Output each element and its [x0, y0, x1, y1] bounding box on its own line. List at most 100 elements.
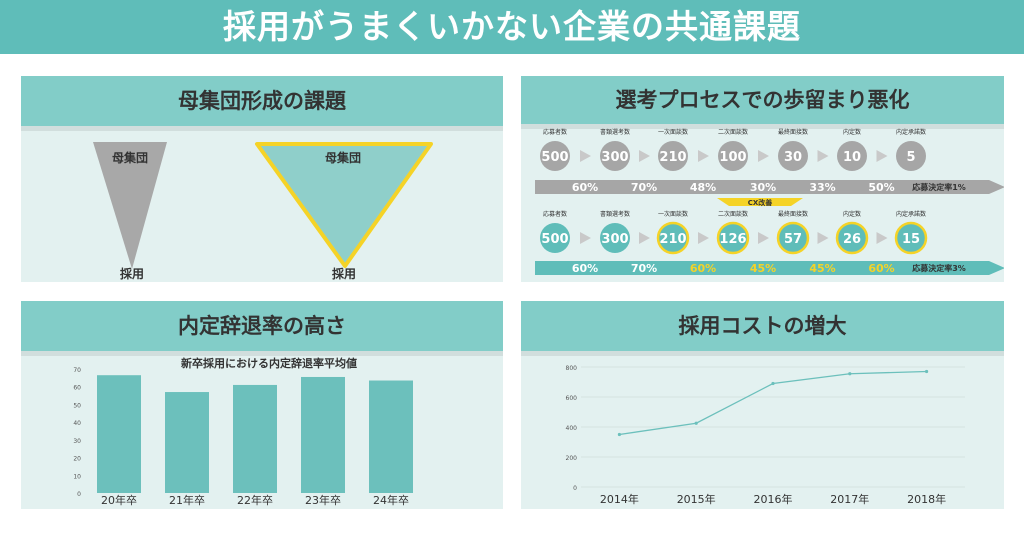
before-final-rate-label: 応募決定率1% — [912, 182, 966, 192]
before-rate-bar — [535, 180, 1004, 194]
after-stage-label: 応募者数 — [543, 210, 567, 218]
funnel-graphic: 母集団 採用 母集団 採用 — [93, 142, 433, 281]
bar-y-tick-label: 30 — [73, 438, 81, 445]
after-step-arrow — [876, 232, 888, 244]
before-stage-label: 書類選考数 — [600, 128, 630, 136]
after-stage-value: 57 — [784, 232, 802, 247]
before-stage-label: 二次面談数 — [718, 128, 748, 136]
bar-x-tick-label: 21年卒 — [169, 493, 205, 507]
before-step-arrow — [758, 150, 769, 162]
bar-y-tick-label: 50 — [73, 402, 81, 409]
after-conversion-rate: 70% — [631, 262, 657, 275]
line-y-tick-label: 400 — [566, 425, 578, 432]
cost-data-point — [771, 381, 775, 386]
after-stage-circle — [540, 223, 570, 253]
bar — [301, 376, 345, 493]
process-diagram: CX改善 応募者数 書類選考数 一次面談数 二次面談数 最終面接数 内定数 内定承諾数500… — [535, 128, 1004, 275]
decline-heading: 内定辞退率の高さ — [21, 301, 503, 351]
bar-y-tick-label: 20 — [73, 456, 81, 463]
bar-y-tick-label: 0 — [77, 491, 81, 498]
process-panel: 選考プロセスでの歩留まり悪化 CX改善 応募者数 書類選考数 一次面談数 二次面談数最… — [521, 76, 1004, 282]
cx-banner-shape — [717, 198, 803, 206]
cost-data-point — [848, 372, 852, 376]
line-y-tick-label: 800 — [566, 365, 578, 372]
bar-x-tick-label: 20年卒 — [101, 493, 137, 507]
before-stage-value: 5 — [906, 150, 915, 165]
after-conversion-rate: 45% — [750, 262, 776, 275]
after-stage-value: 126 — [719, 232, 746, 247]
after-conversion-rate: 45% — [809, 262, 835, 275]
before-step-arrow — [639, 150, 650, 162]
page-title: 採用がうまくいかない企業の共通課題 — [0, 0, 1024, 54]
after-stage-circle — [776, 221, 810, 255]
funnel-heading: 母集団形成の課題 — [21, 76, 503, 126]
before-stage-circle — [896, 141, 926, 171]
bar-x-tick-label: 24年卒 — [373, 493, 409, 507]
before-stage-label: 内定承諾数 — [896, 128, 926, 136]
decline-panel: 内定辞退率の高さ 新卒採用における内定辞退率平均値 0 10 20 30 40 50 60 7… — [21, 301, 503, 509]
before-conversion-rate: 33% — [809, 181, 835, 194]
cost-panel: 採用コストの増大 0 200 400 600 800 2014年 2015年 2016年 201… — [521, 301, 1004, 509]
bar — [369, 380, 413, 493]
before-conversion-rate: 50% — [868, 181, 894, 194]
process-heading: 選考プロセスでの歩留まり悪化 — [521, 76, 1004, 124]
bar — [165, 392, 209, 493]
cost-data-point — [694, 421, 698, 425]
after-stage-value: 15 — [902, 232, 920, 247]
line-y-tick-label: 200 — [566, 455, 578, 462]
cost-data-point — [617, 432, 621, 437]
after-stage-label: 二次面談数 — [718, 210, 748, 218]
after-conversion-rate: 60% — [868, 262, 894, 275]
before-stage-circle — [837, 141, 867, 171]
before-stage-label: 応募者数 — [543, 128, 567, 136]
decline-bar-chart: 新卒採用における内定辞退率平均値 0 10 20 30 40 50 60 70 20年卒 21年卒… — [73, 356, 413, 507]
after-stage-circle — [656, 221, 690, 255]
after-stage-circle — [894, 221, 928, 255]
bar-y-tick-label: 10 — [73, 473, 81, 480]
before-stage-circle — [658, 141, 688, 171]
before-stage-circle — [718, 141, 748, 171]
after-final-rate-label: 応募決定率3% — [912, 263, 966, 273]
before-conversion-rate: 60% — [572, 181, 598, 194]
bar-x-tick-label: 23年卒 — [305, 493, 341, 507]
after-stage-label: 内定数 — [843, 210, 861, 218]
before-stage-value: 210 — [659, 150, 686, 165]
before-stage-value: 300 — [601, 150, 628, 165]
before-step-arrow — [698, 150, 709, 162]
funnel-panel: 母集団形成の課題 母集団 採用 母集団 採用 — [21, 76, 503, 282]
bar-y-tick-label: 60 — [73, 385, 81, 392]
wide-funnel-shape — [255, 142, 433, 268]
after-stage-circle — [716, 221, 750, 255]
after-stage-value: 26 — [843, 232, 861, 247]
after-stage-label: 一次面談数 — [658, 210, 688, 218]
before-step-arrow — [817, 150, 829, 162]
bar-chart-title: 新卒採用における内定辞退率平均値 — [181, 356, 357, 370]
after-stage-value: 300 — [601, 232, 628, 247]
before-conversion-rate: 48% — [690, 181, 716, 194]
after-stage-label: 内定承諾数 — [896, 210, 926, 218]
after-conversion-rate: 60% — [572, 262, 598, 275]
wide-funnel-bottom-label: 採用 — [332, 266, 356, 281]
after-rate-bar — [535, 261, 1004, 275]
narrow-funnel-shape — [93, 142, 167, 269]
before-step-arrow — [580, 150, 591, 162]
cost-heading: 採用コストの増大 — [521, 301, 1004, 351]
before-stage-value: 500 — [541, 150, 568, 165]
before-step-arrow — [876, 150, 888, 162]
after-step-arrow — [580, 232, 591, 244]
line-y-tick-label: 600 — [566, 395, 578, 402]
after-stage-circle — [835, 221, 869, 255]
after-stage-value: 500 — [541, 232, 568, 247]
bar-y-tick-label: 70 — [73, 367, 81, 374]
before-stage-label: 内定数 — [843, 128, 861, 136]
after-conversion-rate: 60% — [690, 262, 716, 275]
bar-y-tick-label: 40 — [73, 420, 81, 427]
before-conversion-rate: 70% — [631, 181, 657, 194]
line-y-tick-label: 0 — [573, 485, 577, 492]
bar — [233, 384, 277, 493]
cost-series-line — [619, 370, 927, 436]
after-stage-value: 210 — [659, 232, 686, 247]
cx-banner-label: CX改善 — [748, 198, 773, 207]
before-stage-label: 一次面談数 — [658, 128, 688, 136]
line-x-tick-label: 2016年 — [754, 492, 793, 506]
